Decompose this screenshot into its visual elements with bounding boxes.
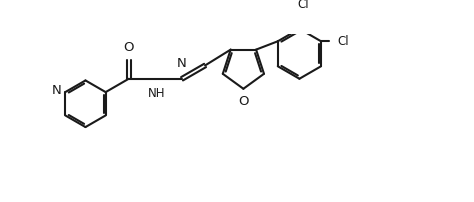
Text: N: N <box>51 84 61 97</box>
Text: Cl: Cl <box>298 0 310 11</box>
Text: O: O <box>238 95 249 108</box>
Text: N: N <box>177 57 187 70</box>
Text: O: O <box>124 41 134 54</box>
Text: NH: NH <box>148 87 166 100</box>
Text: Cl: Cl <box>337 35 349 48</box>
